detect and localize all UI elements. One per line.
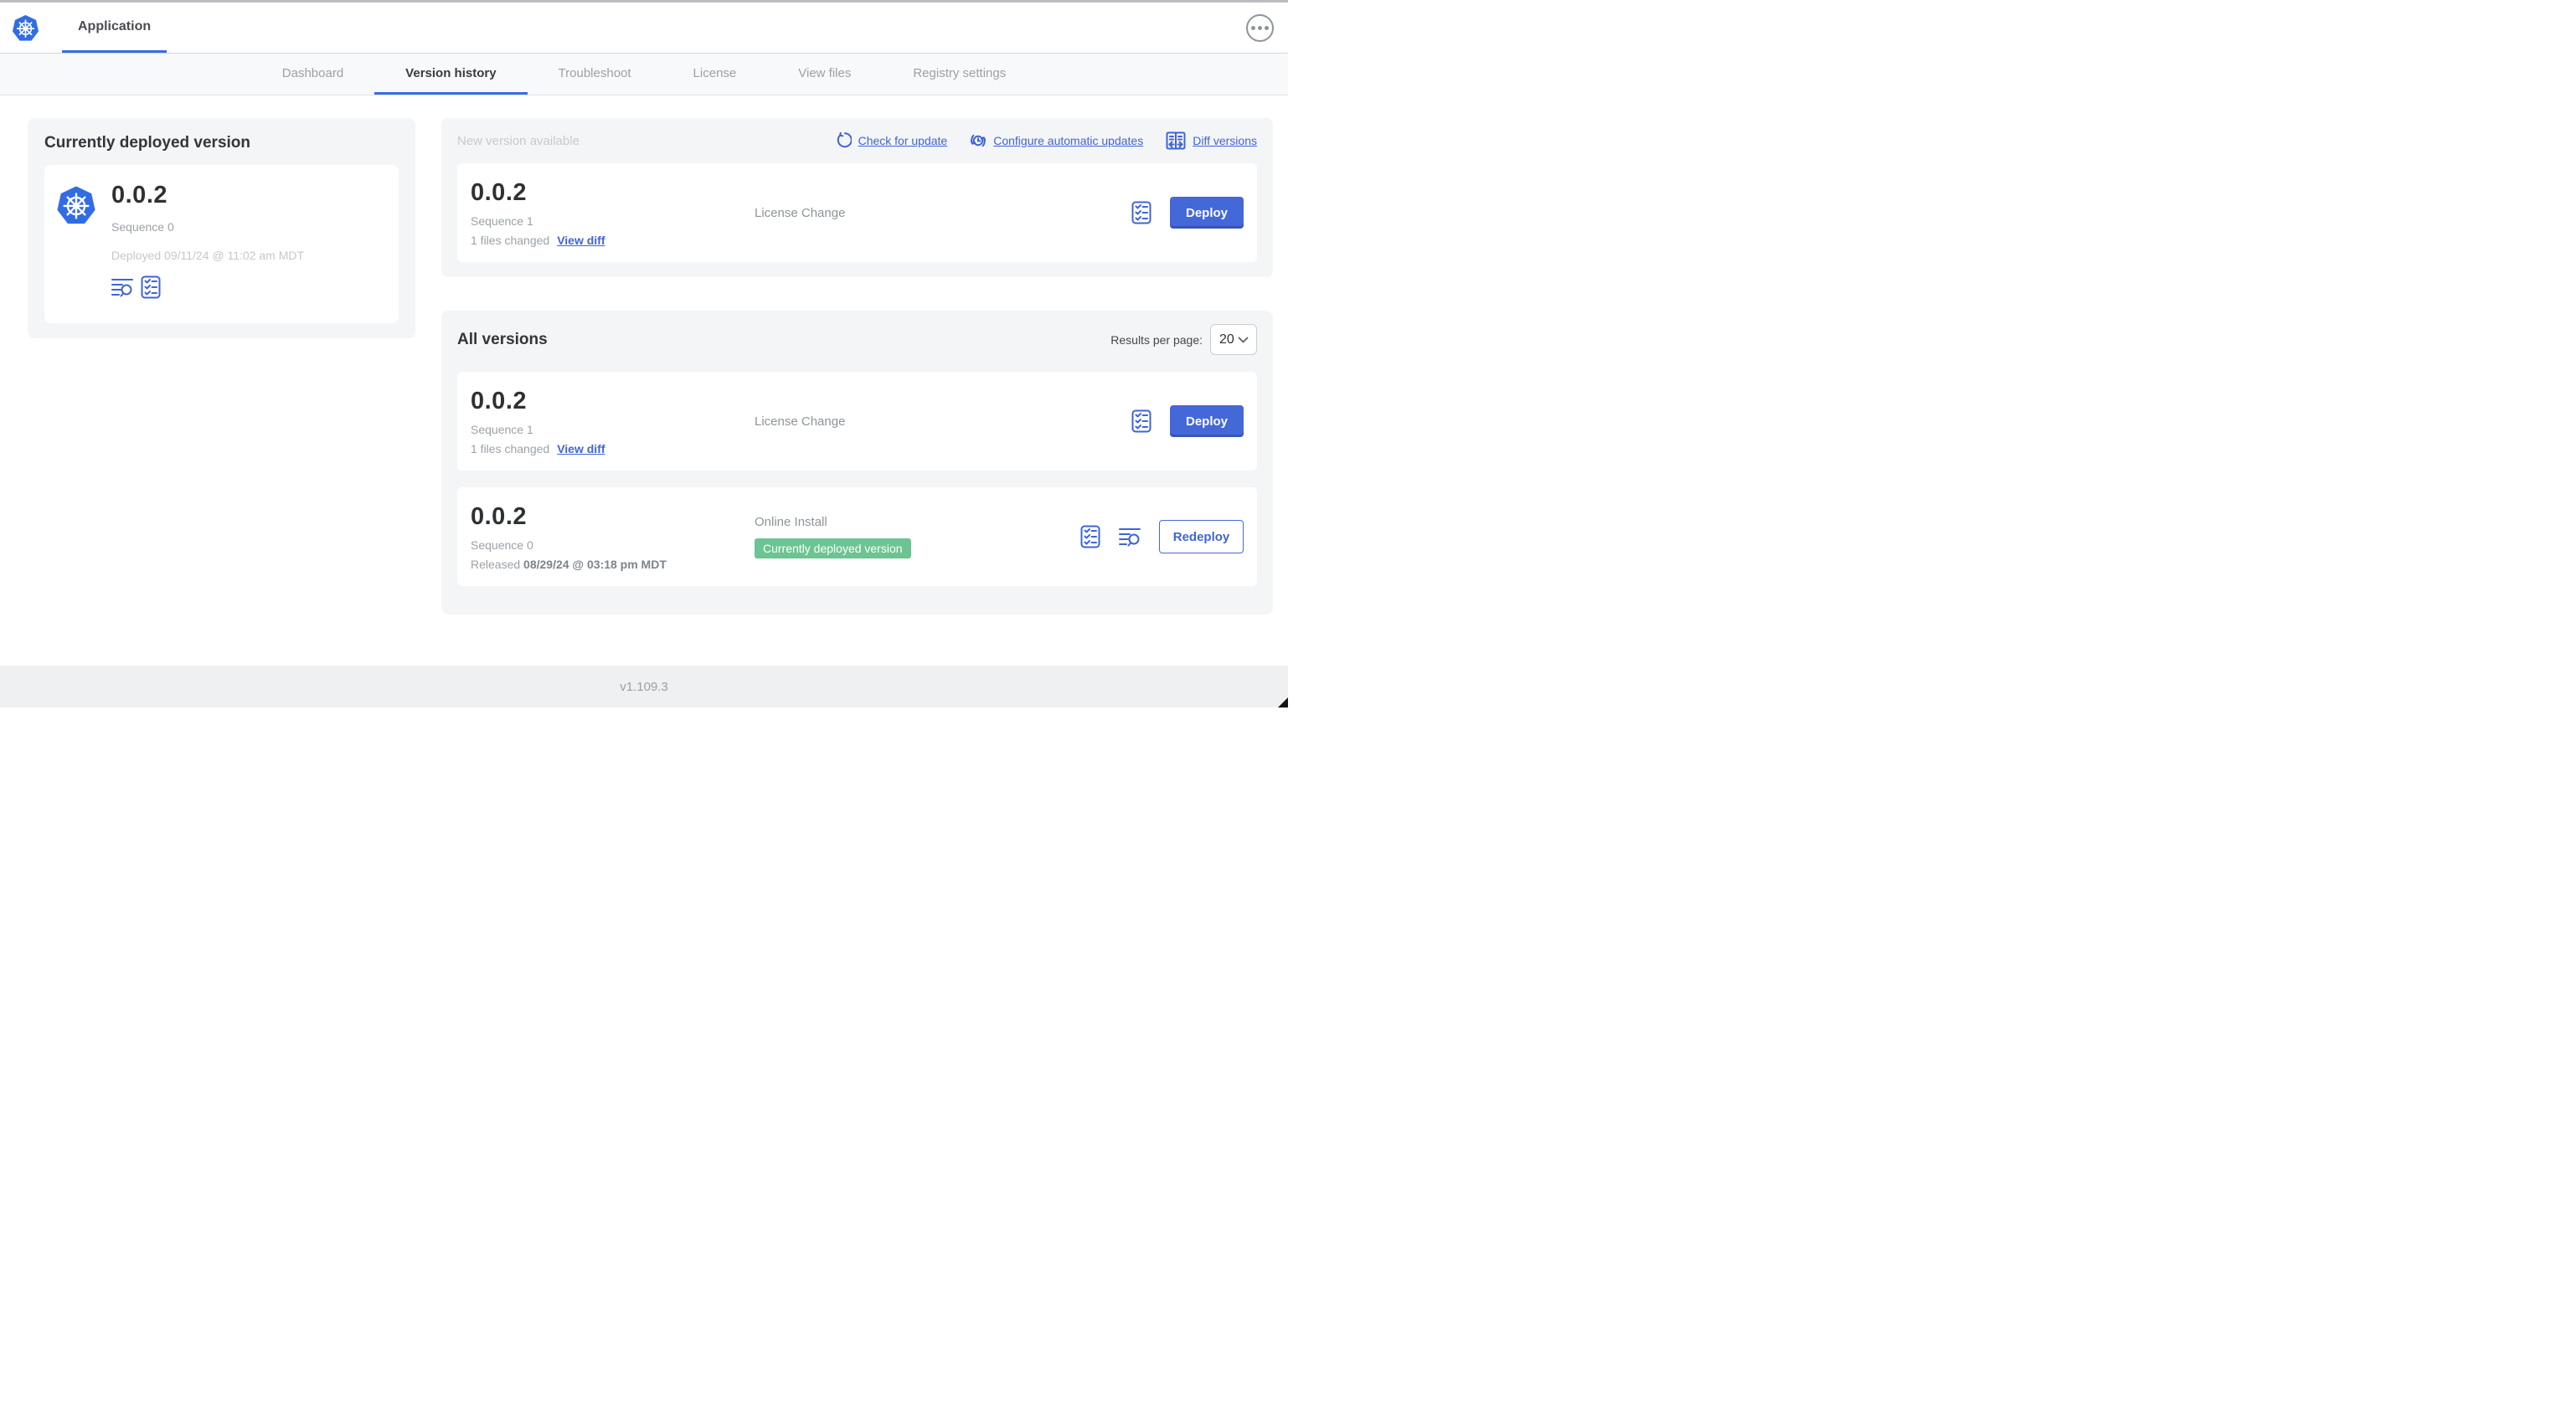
check-for-update-link[interactable]: Check for update (835, 132, 948, 149)
tab-label: Registry settings (913, 65, 1007, 80)
version-source-label: License Change (755, 205, 846, 220)
ellipsis-icon (1251, 25, 1269, 30)
header-spacer (167, 3, 1246, 53)
released-label: Released (471, 557, 521, 571)
deploy-button[interactable]: Deploy (1170, 405, 1244, 437)
version-source-label: Online Install (755, 515, 827, 529)
released-timestamp: 08/29/24 @ 03:18 pm MDT (523, 557, 667, 571)
version-source-label: License Change (755, 414, 846, 429)
clock-sync-icon (971, 134, 987, 147)
version-row-sequence-0: 0.0.2 Sequence 0 Released 08/29/24 @ 03:… (457, 487, 1257, 586)
preflight-checks-icon[interactable] (141, 275, 161, 299)
view-deploy-logs-icon[interactable] (1119, 527, 1141, 547)
current-deployed-timestamp: Deployed 09/11/24 @ 11:02 am MDT (111, 249, 305, 262)
kubernetes-logo-icon (12, 13, 39, 42)
tab-troubleshoot[interactable]: Troubleshoot (528, 54, 662, 95)
currently-deployed-heading: Currently deployed version (44, 134, 251, 152)
tab-label: License (693, 65, 737, 80)
results-per-page-label: Results per page: (1110, 332, 1203, 347)
version-number: 0.0.2 (471, 387, 527, 414)
files-changed-text: 1 files changed (471, 233, 550, 247)
configure-automatic-updates-label: Configure automatic updates (993, 134, 1144, 147)
all-versions-heading: All versions (457, 330, 548, 348)
app-tab-application[interactable]: Application (62, 3, 167, 53)
currently-deployed-badge: Currently deployed version (755, 538, 911, 558)
currently-deployed-card: 0.0.2 Sequence 0 Deployed 09/11/24 @ 11:… (44, 165, 399, 323)
version-sequence: Sequence 1 (471, 214, 533, 228)
diff-versions-link[interactable]: Diff versions (1166, 131, 1257, 150)
results-per-page-value: 20 (1219, 332, 1234, 347)
current-version-number: 0.0.2 (111, 182, 167, 208)
current-sequence: Sequence 0 (111, 220, 174, 234)
console-version: v1.109.3 (620, 679, 668, 694)
refresh-icon (837, 132, 852, 148)
tab-registry-settings[interactable]: Registry settings (882, 54, 1037, 95)
tab-version-history[interactable]: Version history (374, 54, 528, 95)
main-content: Currently deployed version 0.0.2 Sequenc… (0, 95, 1288, 666)
tab-label: Troubleshoot (558, 65, 631, 80)
results-per-page-select[interactable]: 20 (1210, 324, 1257, 355)
app-header: Application (0, 3, 1288, 54)
version-sequence: Sequence 1 (471, 422, 533, 436)
kubernetes-app-icon (56, 185, 96, 225)
deploy-button[interactable]: Deploy (1170, 197, 1244, 229)
new-version-row: 0.0.2 Sequence 1 1 files changed View di… (457, 163, 1257, 262)
redeploy-button[interactable]: Redeploy (1159, 520, 1244, 553)
new-version-heading: New version available (457, 133, 580, 148)
tab-view-files[interactable]: View files (767, 54, 882, 95)
tab-label: Version history (405, 65, 497, 80)
preflight-checks-icon[interactable] (1131, 409, 1151, 433)
tab-dashboard[interactable]: Dashboard (251, 54, 374, 95)
overflow-menu-button[interactable] (1246, 13, 1274, 42)
view-diff-link[interactable]: View diff (557, 233, 605, 247)
app-tab-label: Application (78, 18, 152, 33)
files-changed-text: 1 files changed (471, 441, 550, 455)
diff-versions-label: Diff versions (1193, 134, 1257, 147)
preflight-checks-icon[interactable] (1131, 201, 1151, 224)
version-number: 0.0.2 (471, 178, 527, 206)
view-deploy-logs-icon[interactable] (111, 278, 133, 297)
version-number: 0.0.2 (471, 502, 527, 530)
app-footer: v1.109.3 (0, 666, 1288, 708)
screen-corner-artifact (1278, 697, 1288, 708)
tab-label: Dashboard (281, 65, 344, 80)
configure-automatic-updates-link[interactable]: Configure automatic updates (970, 132, 1143, 149)
tab-label: View files (798, 65, 852, 80)
check-for-update-label: Check for update (858, 134, 948, 147)
all-versions-panel: All versions Results per page: 20 (441, 311, 1273, 615)
version-row-sequence-1: 0.0.2 Sequence 1 1 files changed View di… (457, 372, 1257, 471)
right-column: New version available Check for update C… (441, 118, 1273, 615)
admin-console-page: Application Dashboard Version history Tr… (0, 0, 1288, 708)
currently-deployed-panel: Currently deployed version 0.0.2 Sequenc… (28, 118, 415, 338)
tab-license[interactable]: License (662, 54, 768, 95)
app-subnav: Dashboard Version history Troubleshoot L… (0, 54, 1288, 95)
chevron-down-icon (1238, 336, 1249, 343)
new-version-panel: New version available Check for update C… (441, 118, 1273, 277)
preflight-checks-icon[interactable] (1080, 525, 1100, 548)
view-diff-link[interactable]: View diff (557, 441, 605, 455)
diff-icon (1166, 131, 1186, 150)
version-sequence: Sequence 0 (471, 538, 533, 552)
